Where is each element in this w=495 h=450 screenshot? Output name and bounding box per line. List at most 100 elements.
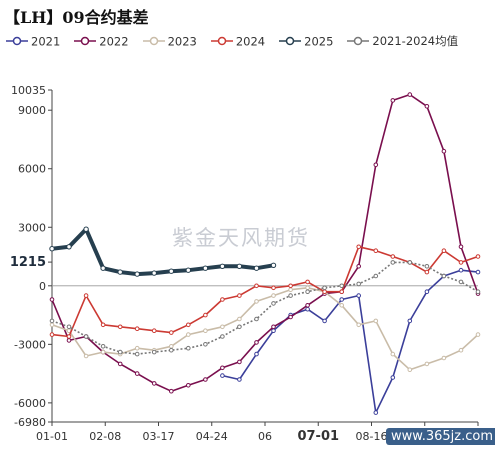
legend-label: 2022 [99, 34, 129, 49]
series-point-0 [458, 267, 464, 273]
y-tick-label: 3000 [18, 221, 46, 234]
series-point-1 [356, 264, 362, 269]
series-point-1 [169, 388, 174, 394]
series-point-3 [169, 330, 174, 335]
series-point-3 [117, 324, 123, 330]
x-tick-label: 01-01 [36, 430, 68, 443]
series-point-1 [407, 92, 413, 97]
series-point-3 [373, 248, 379, 253]
series-point-3 [134, 326, 140, 332]
series-point-2 [203, 328, 208, 334]
series-point-1 [151, 381, 157, 386]
legend-label: 2025 [304, 34, 334, 49]
series-point-2 [100, 349, 106, 355]
site-watermark: www.365jz.com [386, 428, 495, 445]
y-tick-label: 10035 [11, 84, 46, 97]
series-2 [49, 285, 481, 373]
series-5 [49, 260, 481, 357]
series-point-3 [288, 283, 293, 289]
series-point-2 [441, 355, 447, 361]
series-point-5 [100, 344, 106, 349]
series-4 [49, 226, 277, 277]
y-tick-label: 0 [39, 280, 46, 293]
legend-item-3[interactable]: 2024 [210, 34, 265, 48]
series-point-0 [475, 269, 481, 275]
legend-swatch-icon [279, 37, 302, 46]
series-point-4 [185, 267, 192, 273]
series-line-2 [51, 287, 479, 371]
series-point-0 [254, 351, 259, 357]
series-point-3 [424, 269, 430, 275]
series-point-1 [458, 244, 464, 250]
series-point-2 [237, 316, 242, 322]
series-0 [220, 267, 481, 415]
series-point-5 [169, 347, 174, 353]
series-point-5 [203, 342, 208, 347]
y-tick-label: 9000 [18, 104, 46, 117]
series-point-4 [236, 263, 243, 270]
series-point-1 [271, 324, 276, 330]
series-point-5 [271, 301, 276, 306]
y-tick-label: 6000 [18, 163, 46, 176]
series-point-5 [83, 334, 89, 339]
series-point-2 [356, 322, 362, 328]
series-point-1 [441, 148, 447, 154]
series-point-0 [356, 293, 362, 298]
series-point-0 [373, 410, 379, 415]
series-point-4 [100, 265, 106, 271]
legend-item-1[interactable]: 2022 [74, 34, 129, 49]
series-point-2 [475, 332, 481, 337]
legend-swatch-icon [74, 37, 97, 46]
legend-item-2[interactable]: 2023 [142, 34, 197, 49]
series-line-4 [51, 227, 274, 277]
series-point-0 [407, 318, 413, 324]
series-point-5 [66, 324, 72, 330]
series-point-2 [83, 353, 89, 359]
series-point-2 [424, 361, 430, 367]
series-point-5 [49, 318, 55, 324]
y-tick-label: -3000 [14, 338, 46, 351]
series-point-2 [271, 293, 276, 298]
series-point-5 [475, 289, 481, 294]
series-point-5 [117, 349, 123, 355]
legend-item-4[interactable]: 2025 [279, 34, 334, 49]
series-point-5 [151, 349, 157, 355]
series-point-3 [220, 297, 225, 302]
series-point-3 [339, 289, 345, 294]
legend-swatch-icon [6, 37, 28, 46]
series-point-3 [441, 248, 447, 253]
series-point-5 [322, 285, 327, 291]
legend-item-0[interactable]: 2021 [6, 34, 60, 48]
series-point-5 [305, 289, 310, 294]
series-point-1 [237, 359, 242, 365]
series-point-3 [100, 322, 106, 328]
legend-item-5[interactable]: 2021-2024均值 [347, 33, 458, 49]
series-point-2 [220, 324, 225, 330]
series-point-2 [407, 367, 413, 373]
series-point-1 [49, 297, 55, 302]
series-point-3 [390, 254, 396, 259]
series-point-0 [322, 318, 327, 324]
x-tick-label: 07-01 [297, 429, 339, 444]
series-point-2 [373, 318, 379, 324]
series-line-5 [51, 261, 479, 355]
series-point-3 [356, 244, 362, 250]
series-point-4 [66, 244, 72, 250]
series-point-5 [373, 273, 379, 279]
series-point-5 [390, 260, 396, 265]
series-point-3 [151, 328, 157, 334]
series-point-1 [305, 303, 310, 308]
legend-label: 2021-2024均值 [372, 34, 459, 48]
series-point-4 [219, 263, 226, 270]
series-point-0 [305, 306, 310, 312]
series-point-0 [424, 289, 430, 294]
series-point-2 [169, 344, 174, 349]
series-point-4 [202, 265, 209, 271]
series-point-1 [134, 371, 140, 376]
series-point-5 [339, 283, 345, 289]
chart-legend[interactable]: 2021 2022 2023 2024 2025 2021-2024均值 [6, 33, 472, 49]
series-point-2 [390, 351, 396, 357]
legend-label: 2023 [167, 34, 197, 49]
series-point-3 [203, 312, 208, 318]
chart-title: 【LH】09合约基差 [4, 8, 149, 27]
